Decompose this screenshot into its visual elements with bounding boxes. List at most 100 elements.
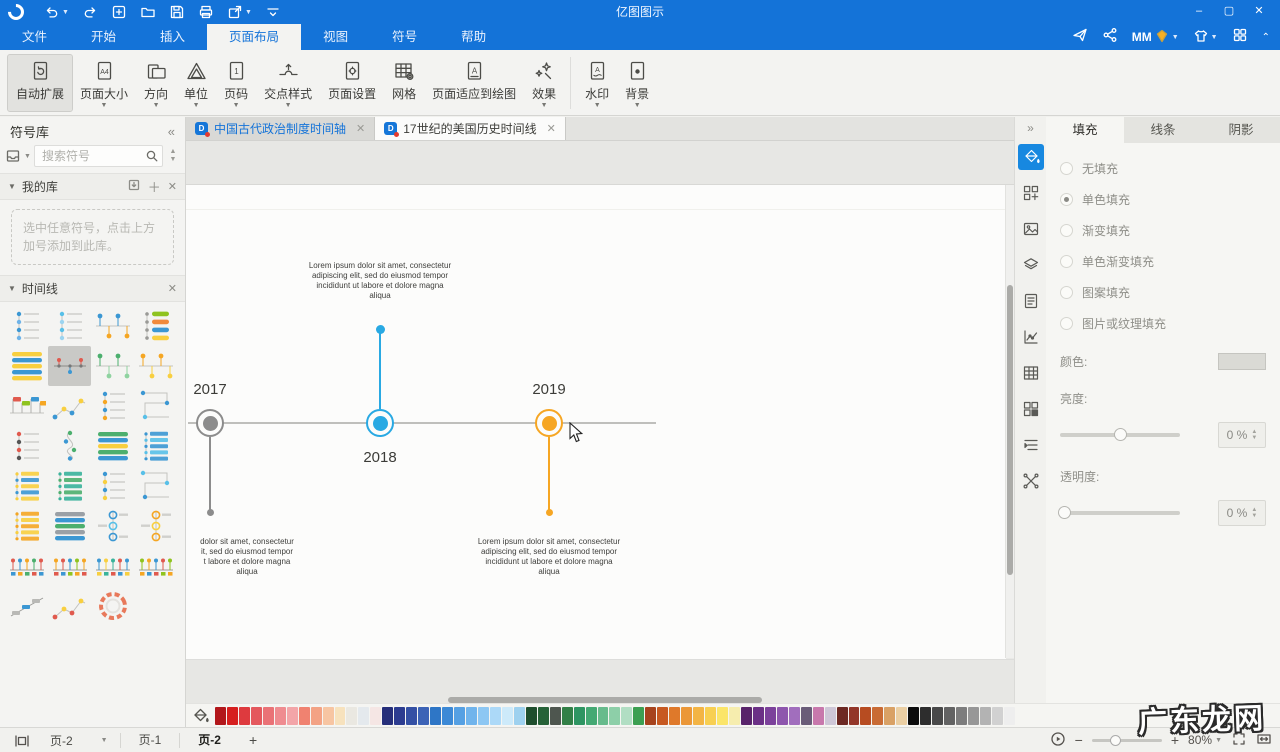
symbol-thumb-zig[interactable]	[48, 586, 91, 626]
close-tab-icon[interactable]: ✕	[546, 123, 556, 135]
timeline-description[interactable]: dolor sit amet, consectetur it, sed do e…	[200, 537, 294, 576]
fill-option[interactable]: 无填充	[1060, 153, 1266, 184]
palette-swatch[interactable]	[776, 706, 788, 725]
panel-chart-icon[interactable]	[1018, 324, 1044, 350]
palette-swatch[interactable]	[908, 706, 920, 725]
palette-swatch[interactable]	[418, 706, 430, 725]
brightness-slider[interactable]	[1060, 428, 1180, 441]
radio-icon[interactable]	[1060, 162, 1073, 175]
ribbon-grid-button[interactable]: 网格	[384, 55, 424, 111]
timeline-description[interactable]: Lorem ipsum dolor sit amet, consectetur …	[477, 537, 621, 576]
palette-swatch[interactable]	[788, 706, 800, 725]
palette-swatch[interactable]	[681, 706, 693, 725]
panel-table-icon[interactable]	[1018, 360, 1044, 386]
symbol-thumb-circles[interactable]	[134, 506, 177, 546]
palette-swatch[interactable]	[609, 706, 621, 725]
palette-swatch[interactable]	[250, 706, 262, 725]
symbol-thumb-vtb[interactable]	[5, 506, 48, 546]
ribbon-background-button[interactable]: 背景 ▼	[617, 55, 657, 111]
palette-swatch[interactable]	[728, 706, 740, 725]
panel-tab-线条[interactable]: 线条	[1150, 123, 1176, 137]
palette-swatch[interactable]	[322, 706, 334, 725]
palette-swatch[interactable]	[980, 706, 991, 725]
minimize-button[interactable]: –	[1195, 5, 1203, 17]
timeline-description[interactable]: Lorem ipsum dolor sit amet, consectetur …	[308, 261, 452, 300]
ribbon-pagefit-button[interactable]: A 页面适应到绘图	[424, 55, 524, 111]
palette-swatch[interactable]	[334, 706, 346, 725]
palette-swatch[interactable]	[585, 706, 597, 725]
timeline-year-label[interactable]: 2019	[532, 381, 566, 398]
palette-swatch[interactable]	[752, 706, 764, 725]
palette-swatch[interactable]	[968, 706, 979, 725]
palette-swatch[interactable]	[705, 706, 717, 725]
print-icon[interactable]	[198, 4, 214, 20]
zoom-slider[interactable]	[1091, 734, 1162, 746]
palette-swatch[interactable]	[920, 706, 932, 725]
palette-swatch[interactable]	[370, 706, 382, 725]
palette-swatch[interactable]	[477, 706, 489, 725]
palette-swatch[interactable]	[824, 706, 836, 725]
brightness-slider-thumb[interactable]	[1114, 428, 1127, 441]
timeline-axis[interactable]	[188, 422, 656, 424]
symbol-thumb-tags[interactable]	[134, 306, 177, 346]
search-icon[interactable]	[145, 149, 159, 168]
library-picker-icon[interactable]	[5, 148, 21, 164]
panel-note-icon[interactable]	[1018, 288, 1044, 314]
symbol-thumb-ht[interactable]	[91, 306, 134, 346]
close-library-icon[interactable]: ✕	[167, 181, 177, 193]
account-badge[interactable]: MM ▼	[1132, 28, 1179, 47]
collapse-ribbon-icon[interactable]: ⌃	[1261, 31, 1270, 43]
timeline-node[interactable]	[366, 409, 394, 437]
collapse-panel-icon[interactable]: »	[1027, 121, 1034, 135]
page-tab[interactable]: 页-1	[138, 733, 162, 747]
palette-swatch[interactable]	[860, 706, 872, 725]
symbol-thumb-ticks[interactable]	[48, 546, 91, 586]
palette-swatch[interactable]	[669, 706, 681, 725]
symbol-thumb-vt[interactable]	[5, 306, 48, 346]
ribbon-effects-button[interactable]: 效果 ▼	[524, 55, 564, 111]
ribbon-orientation-button[interactable]: 方向 ▼	[136, 55, 176, 111]
palette-swatch[interactable]	[442, 706, 454, 725]
open-icon[interactable]	[140, 4, 156, 20]
palette-swatch[interactable]	[226, 706, 238, 725]
palette-swatch[interactable]	[645, 706, 657, 725]
ribbon-autoexpand-button[interactable]: 自动扩展	[6, 54, 74, 112]
menu-插入[interactable]: 插入	[160, 30, 186, 44]
palette-swatch[interactable]	[394, 706, 406, 725]
palette-swatch[interactable]	[621, 706, 633, 725]
customize-icon[interactable]	[265, 4, 281, 20]
library-scroll-buttons[interactable]: ▲ ▼	[169, 148, 177, 163]
menu-帮助[interactable]: 帮助	[461, 30, 487, 44]
timeline-section-header[interactable]: ▼ 时间线 ✕	[0, 275, 185, 302]
palette-swatch[interactable]	[238, 706, 250, 725]
menu-页面布局[interactable]: 页面布局	[207, 24, 302, 50]
panel-tab-填充[interactable]: 填充	[1046, 117, 1124, 143]
symbol-thumb-vt[interactable]	[91, 386, 134, 426]
palette-swatch[interactable]	[525, 706, 537, 725]
page-view-icon[interactable]	[14, 733, 30, 748]
share-icon[interactable]	[1102, 27, 1118, 48]
panel-symbols-icon[interactable]	[1018, 180, 1044, 206]
symbol-thumb-ticks[interactable]	[91, 546, 134, 586]
panel-outline-icon[interactable]	[1018, 432, 1044, 458]
menu-开始[interactable]: 开始	[91, 30, 117, 44]
opacity-slider[interactable]	[1058, 506, 1180, 519]
palette-swatch[interactable]	[286, 706, 298, 725]
palette-swatch[interactable]	[215, 706, 226, 725]
symbol-thumb-milestone[interactable]	[48, 346, 91, 386]
palette-swatch[interactable]	[896, 706, 908, 725]
palette-swatch[interactable]	[1003, 706, 1015, 725]
close-tab-icon[interactable]: ✕	[356, 123, 366, 135]
symbol-thumb-vt[interactable]	[5, 426, 48, 466]
symbol-thumb-snake[interactable]	[48, 426, 91, 466]
palette-swatch[interactable]	[740, 706, 752, 725]
stepper-icons[interactable]: ▲ ▼	[1251, 507, 1258, 519]
palette-swatch[interactable]	[430, 706, 442, 725]
collapse-sidebar-icon[interactable]: «	[167, 123, 175, 139]
fill-option[interactable]: 单色填充	[1060, 184, 1266, 215]
timeline-node[interactable]	[535, 409, 563, 437]
palette-swatch[interactable]	[597, 706, 609, 725]
drawing-canvas[interactable]: 2017 dolor sit amet, consectetur it, sed …	[186, 141, 1014, 704]
symbol-thumb-angle[interactable]	[134, 466, 177, 506]
palette-swatch[interactable]	[382, 706, 394, 725]
